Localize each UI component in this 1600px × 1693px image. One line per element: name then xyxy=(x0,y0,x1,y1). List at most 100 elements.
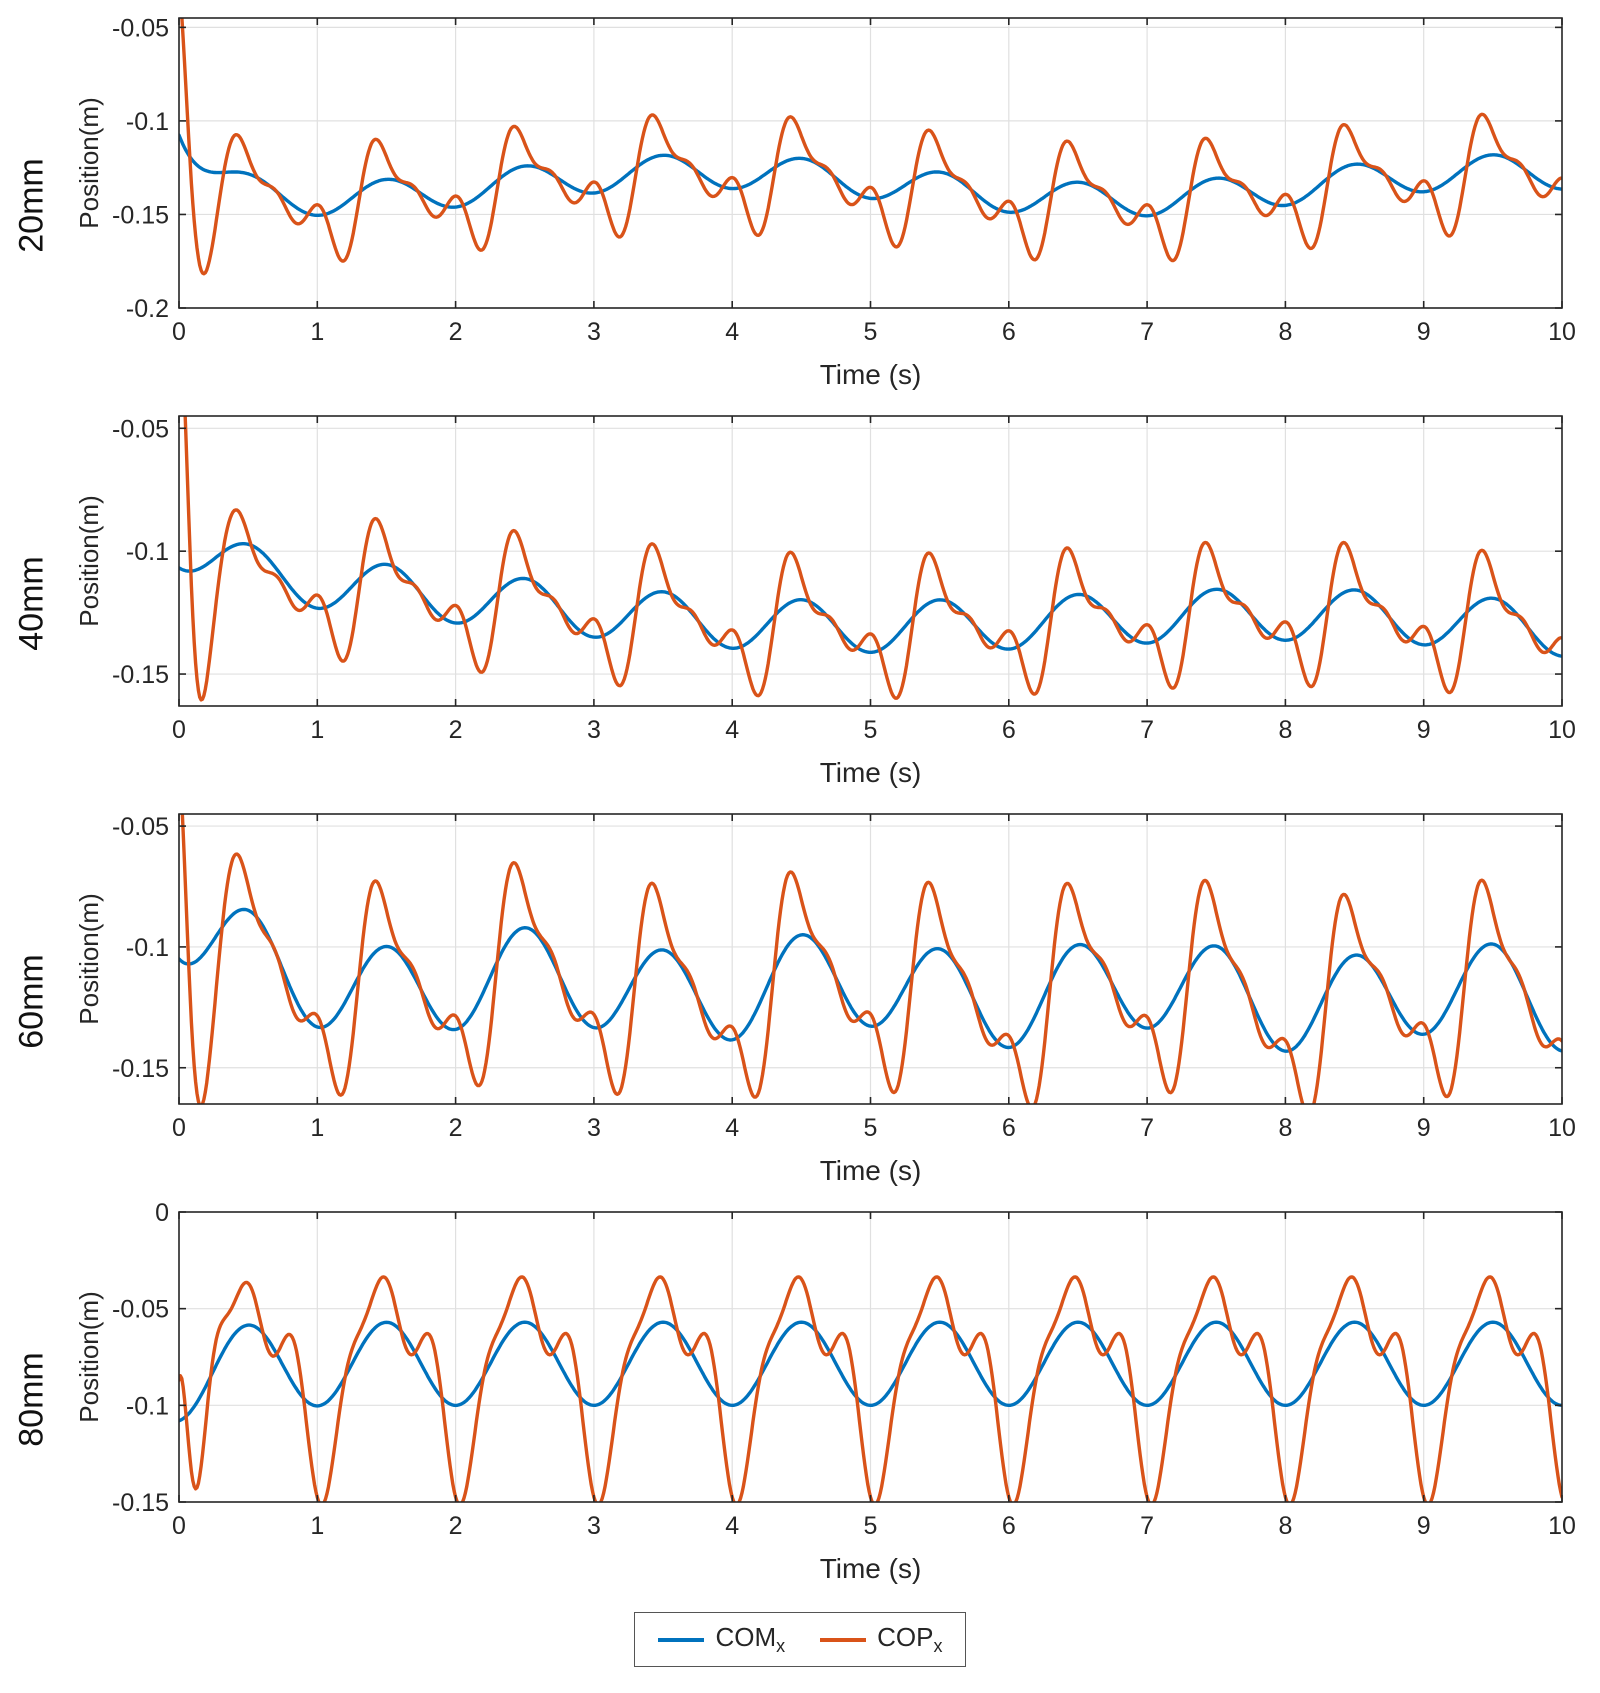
row-label-80mm: 80mm xyxy=(0,1200,64,1598)
series-line-COP_x xyxy=(180,814,1562,1104)
x-tick-label: 3 xyxy=(587,1114,601,1142)
legend-item-copx: COPx xyxy=(819,1622,943,1657)
y-tick-label: -0.15 xyxy=(112,201,169,229)
row-label-text: 80mm xyxy=(12,1351,51,1447)
y-axis-label: Position(m) xyxy=(74,893,104,1024)
x-tick-label: 3 xyxy=(587,318,601,346)
x-tick-label: 0 xyxy=(172,1114,186,1142)
x-tick-label: 2 xyxy=(449,1512,463,1540)
x-tick-label: 0 xyxy=(172,318,186,346)
y-tick-label: -0.05 xyxy=(112,415,169,443)
x-tick-labels: 0 1 2 3 4 5 6 7 8 9 10 xyxy=(172,716,1576,744)
x-tick-labels: 0 1 2 3 4 5 6 7 8 9 10 xyxy=(172,1512,1576,1540)
y-tick-label: -0.1 xyxy=(126,934,169,962)
chart-row-80mm: 80mm 0 1 2 3 4 5 6 7 8 9 10 0 -0.05 -0.1 -0.15 Time (s) P… xyxy=(0,1200,1600,1598)
x-tick-label: 9 xyxy=(1417,318,1431,346)
row-label-20mm: 20mm xyxy=(0,6,64,404)
series-line-COP_x xyxy=(180,18,1562,276)
x-tick-label: 5 xyxy=(864,716,878,744)
row-label-40mm: 40mm xyxy=(0,404,64,802)
grid-lines xyxy=(178,416,1563,706)
x-tick-label: 6 xyxy=(1002,318,1016,346)
y-tick-labels: -0.05 -0.1 -0.15 xyxy=(112,415,169,689)
x-tick-label: 8 xyxy=(1278,318,1292,346)
row-label-text: 40mm xyxy=(12,555,51,651)
x-tick-label: 7 xyxy=(1140,716,1154,744)
legend-line-swatch xyxy=(820,1637,867,1642)
x-axis-label: Time (s) xyxy=(820,1553,922,1584)
row-label-text: 60mm xyxy=(12,953,51,1049)
x-tick-label: 7 xyxy=(1140,1114,1154,1142)
chart-row-60mm: 60mm 0 1 2 3 4 5 6 7 8 9 10 -0.05 -0.1 -0.15 Time (s) Po… xyxy=(0,802,1600,1200)
y-tick-label: -0.1 xyxy=(126,108,169,136)
x-tick-label: 0 xyxy=(172,716,186,744)
x-tick-label: 10 xyxy=(1548,318,1576,346)
x-tick-label: 10 xyxy=(1548,1114,1576,1142)
x-tick-label: 5 xyxy=(864,1512,878,1540)
x-tick-label: 0 xyxy=(172,1512,186,1540)
y-axis-label: Position(m) xyxy=(74,97,104,228)
y-axis-label: Position(m) xyxy=(74,495,104,626)
x-tick-label: 4 xyxy=(725,318,739,346)
x-tick-label: 9 xyxy=(1417,1114,1431,1142)
x-tick-label: 8 xyxy=(1278,716,1292,744)
axes-box xyxy=(178,415,1563,707)
series-line-COM_x xyxy=(179,133,1562,218)
chart-80mm: 0 1 2 3 4 5 6 7 8 9 10 0 -0.05 -0.1 -0.15 Time (s) Posit… xyxy=(74,1200,1576,1584)
y-tick-labels: -0.05 -0.1 -0.15 -0.2 xyxy=(112,14,169,323)
y-tick-labels: 0 -0.05 -0.1 -0.15 xyxy=(112,1200,169,1517)
x-tick-label: 10 xyxy=(1548,1512,1576,1540)
x-tick-labels: 0 1 2 3 4 5 6 7 8 9 10 xyxy=(172,1114,1576,1142)
series-group xyxy=(179,416,1562,702)
x-tick-label: 1 xyxy=(310,716,324,744)
x-axis-label: Time (s) xyxy=(820,757,922,788)
chart-60mm: 0 1 2 3 4 5 6 7 8 9 10 -0.05 -0.1 -0.15 Time (s) Positi… xyxy=(74,813,1576,1186)
y-tick-label: -0.05 xyxy=(112,813,169,841)
x-tick-label: 2 xyxy=(449,1114,463,1142)
chart-20mm: 0 1 2 3 4 5 6 7 8 9 10 -0.05 -0.1 -0.15 -0.2 Time (s) Po… xyxy=(74,14,1576,390)
legend-wrap: COMx COPx xyxy=(0,1612,1600,1668)
x-tick-label: 2 xyxy=(449,318,463,346)
chart-40mm: 0 1 2 3 4 5 6 7 8 9 10 -0.05 -0.1 -0.15 Time (s) Positi… xyxy=(74,415,1576,788)
series-line-COM_x xyxy=(179,907,1562,1053)
grid-lines xyxy=(178,814,1563,1104)
y-tick-label: -0.05 xyxy=(112,1296,169,1324)
legend-line-swatch xyxy=(658,1637,705,1642)
series-line-COM_x xyxy=(179,1320,1562,1423)
x-tick-label: 8 xyxy=(1278,1512,1292,1540)
y-tick-label: -0.15 xyxy=(112,1489,169,1517)
x-tick-label: 9 xyxy=(1417,716,1431,744)
y-axis-label: Position(m) xyxy=(74,1291,104,1422)
series-group xyxy=(179,814,1562,1104)
x-tick-label: 9 xyxy=(1417,1512,1431,1540)
series-line-COP_x xyxy=(183,416,1562,702)
series-line-COM_x xyxy=(179,542,1562,658)
y-tick-label: -0.05 xyxy=(112,14,169,42)
axes-box xyxy=(178,1211,1563,1503)
x-axis-label: Time (s) xyxy=(820,1155,922,1186)
x-axis-label: Time (s) xyxy=(820,359,922,390)
axes-box xyxy=(178,813,1563,1105)
grid-lines xyxy=(178,1211,1563,1503)
x-tick-label: 4 xyxy=(725,1114,739,1142)
legend-item-comx: COMx xyxy=(657,1622,785,1657)
x-tick-label: 1 xyxy=(310,1512,324,1540)
legend-label: COPx xyxy=(877,1622,943,1657)
row-label-text: 20mm xyxy=(12,157,51,253)
x-tick-label: 7 xyxy=(1140,1512,1154,1540)
x-tick-label: 6 xyxy=(1002,1114,1016,1142)
y-tick-label: -0.1 xyxy=(126,538,169,566)
axes-box xyxy=(178,17,1563,309)
chart-row-40mm: 40mm 0 1 2 3 4 5 6 7 8 9 10 -0.05 -0.1 -0.15 Time (s) Po… xyxy=(0,404,1600,802)
y-tick-labels: -0.05 -0.1 -0.15 xyxy=(112,813,169,1083)
x-tick-label: 10 xyxy=(1548,716,1576,744)
x-tick-label: 6 xyxy=(1002,716,1016,744)
series-group xyxy=(179,18,1562,276)
charts-container: 20mm 0 1 2 3 4 5 6 7 8 9 10 -0.05 -0.1 -0.15 -0.2 Time (… xyxy=(0,6,1600,1598)
legend-label: COMx xyxy=(715,1622,786,1657)
x-tick-label: 1 xyxy=(310,318,324,346)
x-tick-label: 2 xyxy=(449,716,463,744)
legend: COMx COPx xyxy=(634,1612,966,1668)
x-tick-label: 8 xyxy=(1278,1114,1292,1142)
